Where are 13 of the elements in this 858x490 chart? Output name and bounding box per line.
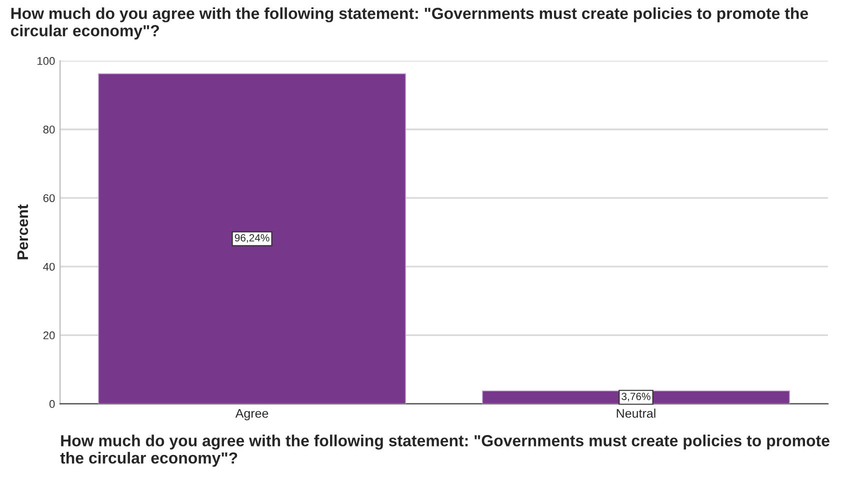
x-tick-label: Agree — [235, 409, 268, 420]
x-tick-label: Neutral — [616, 408, 656, 418]
y-tick-label: 80 — [43, 126, 55, 134]
data-label: 3,76% — [622, 392, 650, 402]
y-tick-label: 60 — [43, 194, 55, 202]
x-axis-title: How much do you agree with the following statement: "Governments must create policies to promote the circular economy"? — [60, 434, 830, 467]
y-tick-label: 0 — [49, 400, 55, 408]
y-tick-label: 40 — [43, 262, 55, 271]
chart-title: How much do you agree with the following statement: "Governments must create policies to promote the circular economy"? — [10, 7, 808, 40]
data-label: 96,24% — [234, 234, 270, 243]
y-tick-label: 100 — [38, 57, 55, 65]
y-axis-title: Percent — [17, 204, 28, 260]
y-tick-label: 20 — [43, 331, 55, 340]
